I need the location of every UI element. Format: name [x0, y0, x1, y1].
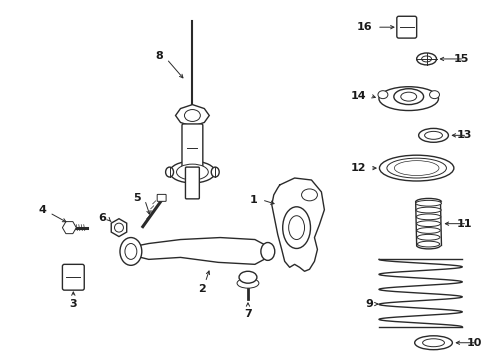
- FancyBboxPatch shape: [157, 194, 166, 201]
- Ellipse shape: [415, 207, 440, 213]
- Ellipse shape: [415, 214, 440, 220]
- Ellipse shape: [124, 243, 137, 260]
- Text: 6: 6: [98, 213, 106, 223]
- Text: 1: 1: [250, 195, 257, 205]
- Text: 2: 2: [198, 284, 206, 294]
- Text: 4: 4: [39, 205, 46, 215]
- Text: 7: 7: [244, 309, 251, 319]
- Polygon shape: [129, 238, 269, 264]
- Polygon shape: [62, 222, 76, 234]
- Text: 5: 5: [133, 193, 141, 203]
- Ellipse shape: [416, 228, 439, 233]
- Ellipse shape: [211, 167, 219, 177]
- Ellipse shape: [169, 161, 215, 183]
- Text: 16: 16: [356, 22, 371, 32]
- Ellipse shape: [418, 129, 447, 142]
- Ellipse shape: [378, 87, 438, 111]
- Text: 13: 13: [456, 130, 471, 140]
- Polygon shape: [111, 219, 126, 237]
- Ellipse shape: [416, 234, 439, 240]
- Ellipse shape: [414, 336, 451, 350]
- Ellipse shape: [288, 216, 304, 239]
- FancyBboxPatch shape: [396, 16, 416, 38]
- Ellipse shape: [424, 131, 442, 139]
- FancyBboxPatch shape: [62, 264, 84, 290]
- Text: 14: 14: [350, 91, 366, 101]
- Ellipse shape: [176, 164, 208, 180]
- Text: 15: 15: [453, 54, 468, 64]
- Ellipse shape: [422, 339, 444, 347]
- Ellipse shape: [416, 53, 436, 65]
- FancyBboxPatch shape: [185, 167, 199, 199]
- Text: 9: 9: [365, 299, 372, 309]
- Ellipse shape: [260, 243, 274, 260]
- Ellipse shape: [428, 91, 439, 99]
- Ellipse shape: [301, 189, 317, 201]
- Ellipse shape: [377, 91, 387, 99]
- Text: 11: 11: [456, 219, 471, 229]
- Ellipse shape: [184, 109, 200, 121]
- Ellipse shape: [386, 158, 446, 178]
- Ellipse shape: [120, 238, 142, 265]
- Ellipse shape: [239, 271, 256, 283]
- Polygon shape: [175, 105, 209, 126]
- Ellipse shape: [379, 155, 453, 181]
- Ellipse shape: [400, 92, 416, 101]
- Ellipse shape: [393, 161, 438, 176]
- Ellipse shape: [393, 89, 423, 105]
- FancyBboxPatch shape: [182, 124, 203, 172]
- Ellipse shape: [282, 207, 310, 248]
- Ellipse shape: [165, 167, 173, 177]
- Polygon shape: [271, 178, 324, 271]
- Text: 8: 8: [155, 51, 163, 61]
- Text: 12: 12: [350, 163, 366, 173]
- Ellipse shape: [417, 241, 439, 247]
- Circle shape: [114, 223, 123, 232]
- Ellipse shape: [421, 56, 431, 62]
- Text: 10: 10: [466, 338, 481, 348]
- Text: 3: 3: [69, 299, 77, 309]
- Ellipse shape: [415, 201, 441, 206]
- Ellipse shape: [416, 221, 440, 226]
- Ellipse shape: [237, 278, 258, 288]
